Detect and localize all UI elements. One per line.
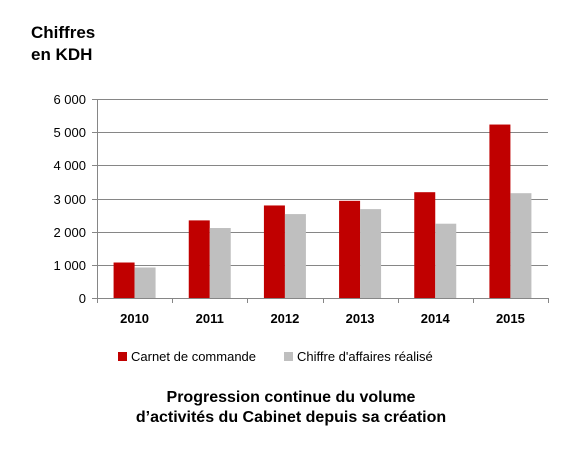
x-tick-label: 2013	[346, 311, 375, 326]
caption-line1: Progression continue du volume	[166, 389, 416, 406]
bar-carnet-de-commande	[414, 192, 436, 298]
bar-carnet-de-commande	[188, 220, 210, 298]
y-tick-labels: 0 1 000 2 000 3 000 4 000 5 000 6 000	[53, 92, 86, 306]
legend: Carnet de commande Chiffre d'affaires ré…	[118, 349, 461, 364]
bar-carnet-de-commande	[489, 124, 511, 298]
legend-swatch-chiffre	[284, 352, 294, 361]
bar-chiffre-affaires	[209, 228, 231, 298]
legend-label-chiffre: Chiffre d'affaires réalisé	[297, 349, 433, 364]
x-tick-label: 2012	[270, 311, 299, 326]
bars	[113, 124, 532, 298]
legend-swatch-carnet	[118, 352, 127, 361]
y-tick-label: 6 000	[53, 92, 86, 107]
bar-chiffre-affaires	[134, 267, 156, 298]
y-tick-label: 1 000	[53, 258, 86, 273]
axes	[92, 99, 549, 303]
x-tick-label: 2010	[120, 311, 149, 326]
bar-carnet-de-commande	[113, 262, 135, 298]
gridlines	[97, 99, 548, 266]
legend-item-chiffre: Chiffre d'affaires réalisé	[284, 349, 433, 364]
legend-item-carnet: Carnet de commande	[118, 349, 256, 364]
y-tick-label: 5 000	[53, 125, 86, 140]
legend-label-carnet: Carnet de commande	[131, 349, 257, 364]
x-tick-label: 2015	[496, 311, 525, 326]
x-tick-label: 2011	[196, 311, 224, 326]
y-tick-label: 4 000	[53, 158, 86, 173]
bar-chiffre-affaires	[284, 214, 306, 298]
chart-caption: Progression continue du volume d’activit…	[0, 388, 582, 428]
y-tick-label: 0	[79, 291, 86, 306]
bar-chiffre-affaires	[360, 209, 382, 298]
x-tick-label: 2014	[421, 311, 451, 326]
caption-line2: d’activités du Cabinet depuis sa créatio…	[135, 409, 447, 426]
y-unit-label-line2: en KDH	[31, 45, 93, 64]
y-unit-label: Chiffres en KDH	[31, 22, 95, 66]
y-unit-label-line1: Chiffres	[31, 23, 96, 42]
x-tick-labels: 2010 2011 2012 2013 2014 2015	[120, 311, 525, 326]
y-tick-label: 3 000	[53, 192, 86, 207]
bar-chiffre-affaires	[435, 223, 457, 298]
bar-carnet-de-commande	[263, 205, 285, 298]
bar-chiffre-affaires	[510, 193, 532, 298]
bar-carnet-de-commande	[339, 200, 361, 298]
y-tick-label: 2 000	[53, 225, 86, 240]
